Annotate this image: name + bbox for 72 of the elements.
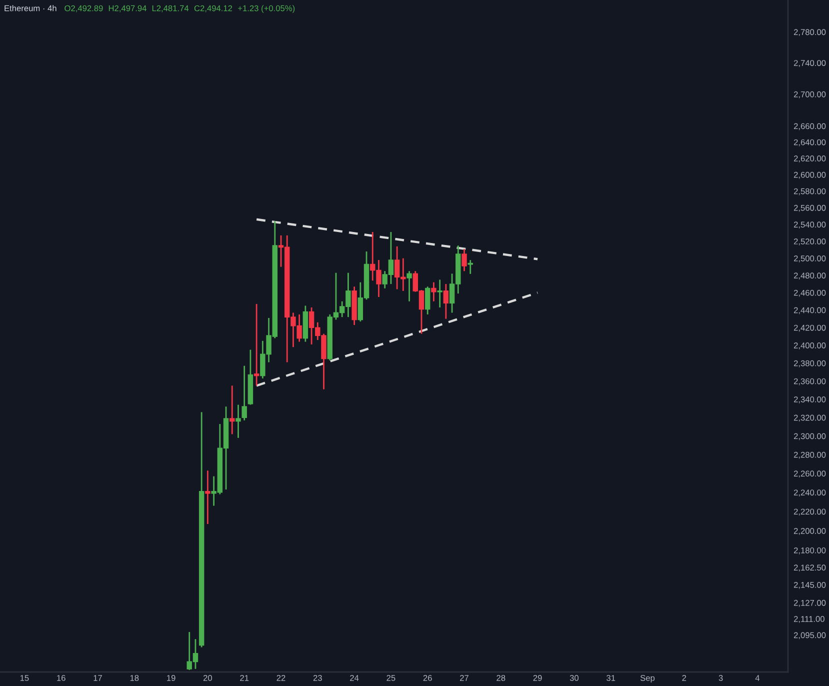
x-tick-label: 18 [130, 675, 139, 681]
x-tick-label: 25 [386, 675, 396, 681]
x-tick-label: 2 [682, 675, 686, 681]
candlestick [468, 259, 473, 275]
candlestick [242, 365, 247, 422]
x-tick-label: 29 [533, 675, 542, 681]
y-tick-label: 2,400.00 [794, 342, 826, 350]
y-tick-label: 2,200.00 [794, 528, 826, 535]
x-tick-label: 23 [313, 675, 322, 681]
y-tick-label: 2,127.00 [794, 600, 826, 607]
y-tick-label: 2,660.00 [794, 123, 826, 130]
y-tick-label: 2,620.00 [794, 156, 826, 162]
y-tick-label: 2,640.00 [794, 139, 826, 146]
y-tick-label: 2,220.00 [794, 508, 826, 516]
candlestick [424, 286, 430, 316]
x-tick-label: 16 [57, 675, 66, 681]
candlestick [205, 470, 210, 525]
y-tick-label: 2,520.00 [794, 238, 826, 246]
y-tick-label: 2,360.00 [794, 378, 826, 386]
candlestick [230, 384, 235, 435]
x-tick-label: 15 [20, 675, 29, 681]
x-tick-label: 19 [167, 675, 176, 681]
x-tick-label: 30 [570, 675, 579, 681]
annotation: H2,497.94 [108, 5, 146, 12]
candlestick [431, 282, 436, 302]
y-tick-label: 2,460.00 [794, 290, 826, 297]
y-tick-label: 2,540.00 [794, 222, 826, 229]
annotation: +1.23 (+0.05%) [238, 5, 295, 13]
y-tick-label: 2,740.00 [794, 60, 826, 67]
candlestick [254, 303, 260, 386]
y-tick-label: 2,095.00 [794, 632, 826, 640]
y-tick-label: 2,480.00 [794, 272, 826, 280]
y-tick-label: 2,420.00 [794, 324, 826, 332]
y-tick-label: 2,180.00 [794, 547, 826, 554]
x-tick-label: 28 [496, 675, 506, 681]
chart-title: Ethereum · 4h [4, 5, 56, 12]
x-tick-label: 24 [350, 675, 359, 681]
y-tick-label: 2,111.00 [794, 616, 824, 623]
x-tick-label: Sep [640, 675, 655, 683]
x-tick-label: 27 [460, 675, 468, 681]
y-tick-label: 2,780.00 [794, 29, 826, 36]
candlestick [437, 279, 442, 308]
annotation: L2,481.74 [152, 5, 189, 12]
x-tick-label: 21 [240, 675, 249, 681]
annotation: C2,494.12 [194, 5, 232, 12]
candlestick [462, 248, 467, 272]
y-tick-label: 2,380.00 [794, 360, 826, 368]
y-tick-label: 2,280.00 [794, 452, 826, 459]
y-tick-label: 2,260.00 [794, 470, 826, 478]
y-tick-label: 2,240.00 [794, 490, 826, 496]
annotation: O2,492.89 [64, 5, 103, 12]
y-tick-label: 2,340.00 [794, 396, 826, 404]
y-tick-label: 2,162.50 [794, 564, 826, 572]
y-tick-label: 2,500.00 [794, 255, 826, 262]
candlestick [443, 283, 449, 320]
x-tick-label: 31 [606, 675, 616, 681]
x-tick-label: 22 [276, 675, 286, 681]
x-tick-label: 26 [423, 675, 432, 681]
y-tick-label: 2,440.00 [794, 307, 826, 314]
candlestick [406, 270, 412, 302]
y-tick-label: 2,700.00 [794, 91, 826, 98]
x-tick-label: 17 [94, 675, 102, 681]
y-tick-label: 2,580.00 [794, 188, 826, 196]
y-tick-label: 2,560.00 [794, 204, 826, 212]
y-tick-label: 2,145.00 [794, 582, 826, 589]
x-tick-label: 20 [203, 675, 212, 681]
y-tick-label: 2,600.00 [794, 172, 826, 179]
y-tick-label: 2,300.00 [794, 433, 826, 440]
candlestick [236, 404, 241, 439]
x-tick-label: 3 [718, 675, 723, 681]
y-tick-label: 2,320.00 [794, 414, 826, 422]
x-tick-label: 4 [755, 675, 760, 681]
